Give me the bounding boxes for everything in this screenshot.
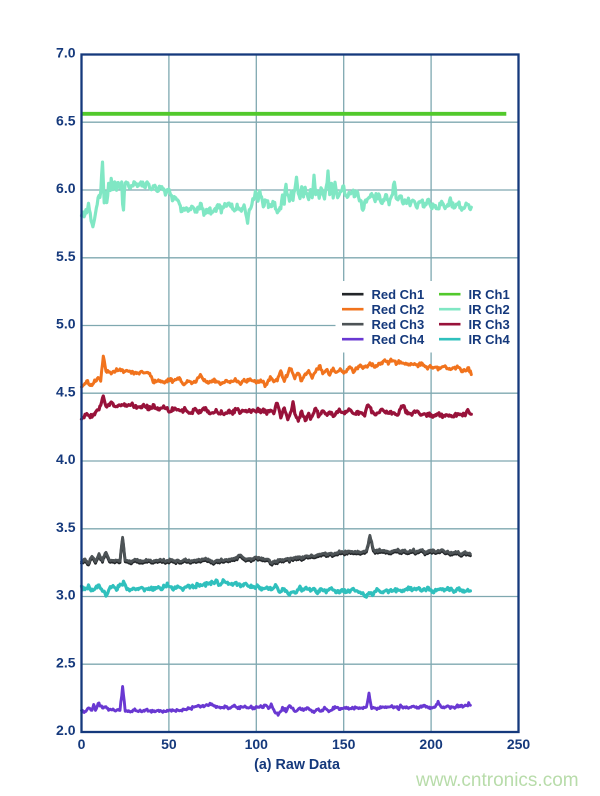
svg-text:4.0: 4.0 — [56, 451, 76, 467]
svg-text:2.0: 2.0 — [56, 722, 76, 738]
svg-text:5.5: 5.5 — [56, 248, 76, 264]
svg-text:Red Ch2: Red Ch2 — [372, 302, 425, 317]
svg-text:250: 250 — [507, 736, 531, 752]
svg-text:www.cntronics.com: www.cntronics.com — [415, 770, 579, 791]
svg-text:100: 100 — [245, 736, 269, 752]
svg-text:6.5: 6.5 — [56, 113, 76, 129]
svg-text:0: 0 — [78, 736, 86, 752]
svg-text:Red Ch1: Red Ch1 — [372, 287, 425, 302]
svg-text:50: 50 — [161, 736, 177, 752]
svg-text:7.0: 7.0 — [56, 45, 76, 61]
svg-text:(a) Raw Data: (a) Raw Data — [254, 757, 341, 773]
svg-text:IR Ch2: IR Ch2 — [469, 302, 510, 317]
svg-text:Red Ch3: Red Ch3 — [372, 317, 425, 332]
svg-text:Red Ch4: Red Ch4 — [372, 332, 426, 347]
svg-text:5.0: 5.0 — [56, 316, 76, 332]
svg-text:6.0: 6.0 — [56, 180, 76, 196]
svg-text:IR Ch4: IR Ch4 — [469, 332, 511, 347]
svg-text:3.0: 3.0 — [56, 587, 76, 603]
svg-text:3.5: 3.5 — [56, 519, 76, 535]
svg-text:150: 150 — [332, 736, 356, 752]
svg-text:IR Ch1: IR Ch1 — [469, 287, 510, 302]
svg-text:200: 200 — [419, 736, 443, 752]
svg-text:2.5: 2.5 — [56, 655, 76, 671]
svg-text:IR Ch3: IR Ch3 — [469, 317, 510, 332]
svg-text:4.5: 4.5 — [56, 383, 76, 399]
